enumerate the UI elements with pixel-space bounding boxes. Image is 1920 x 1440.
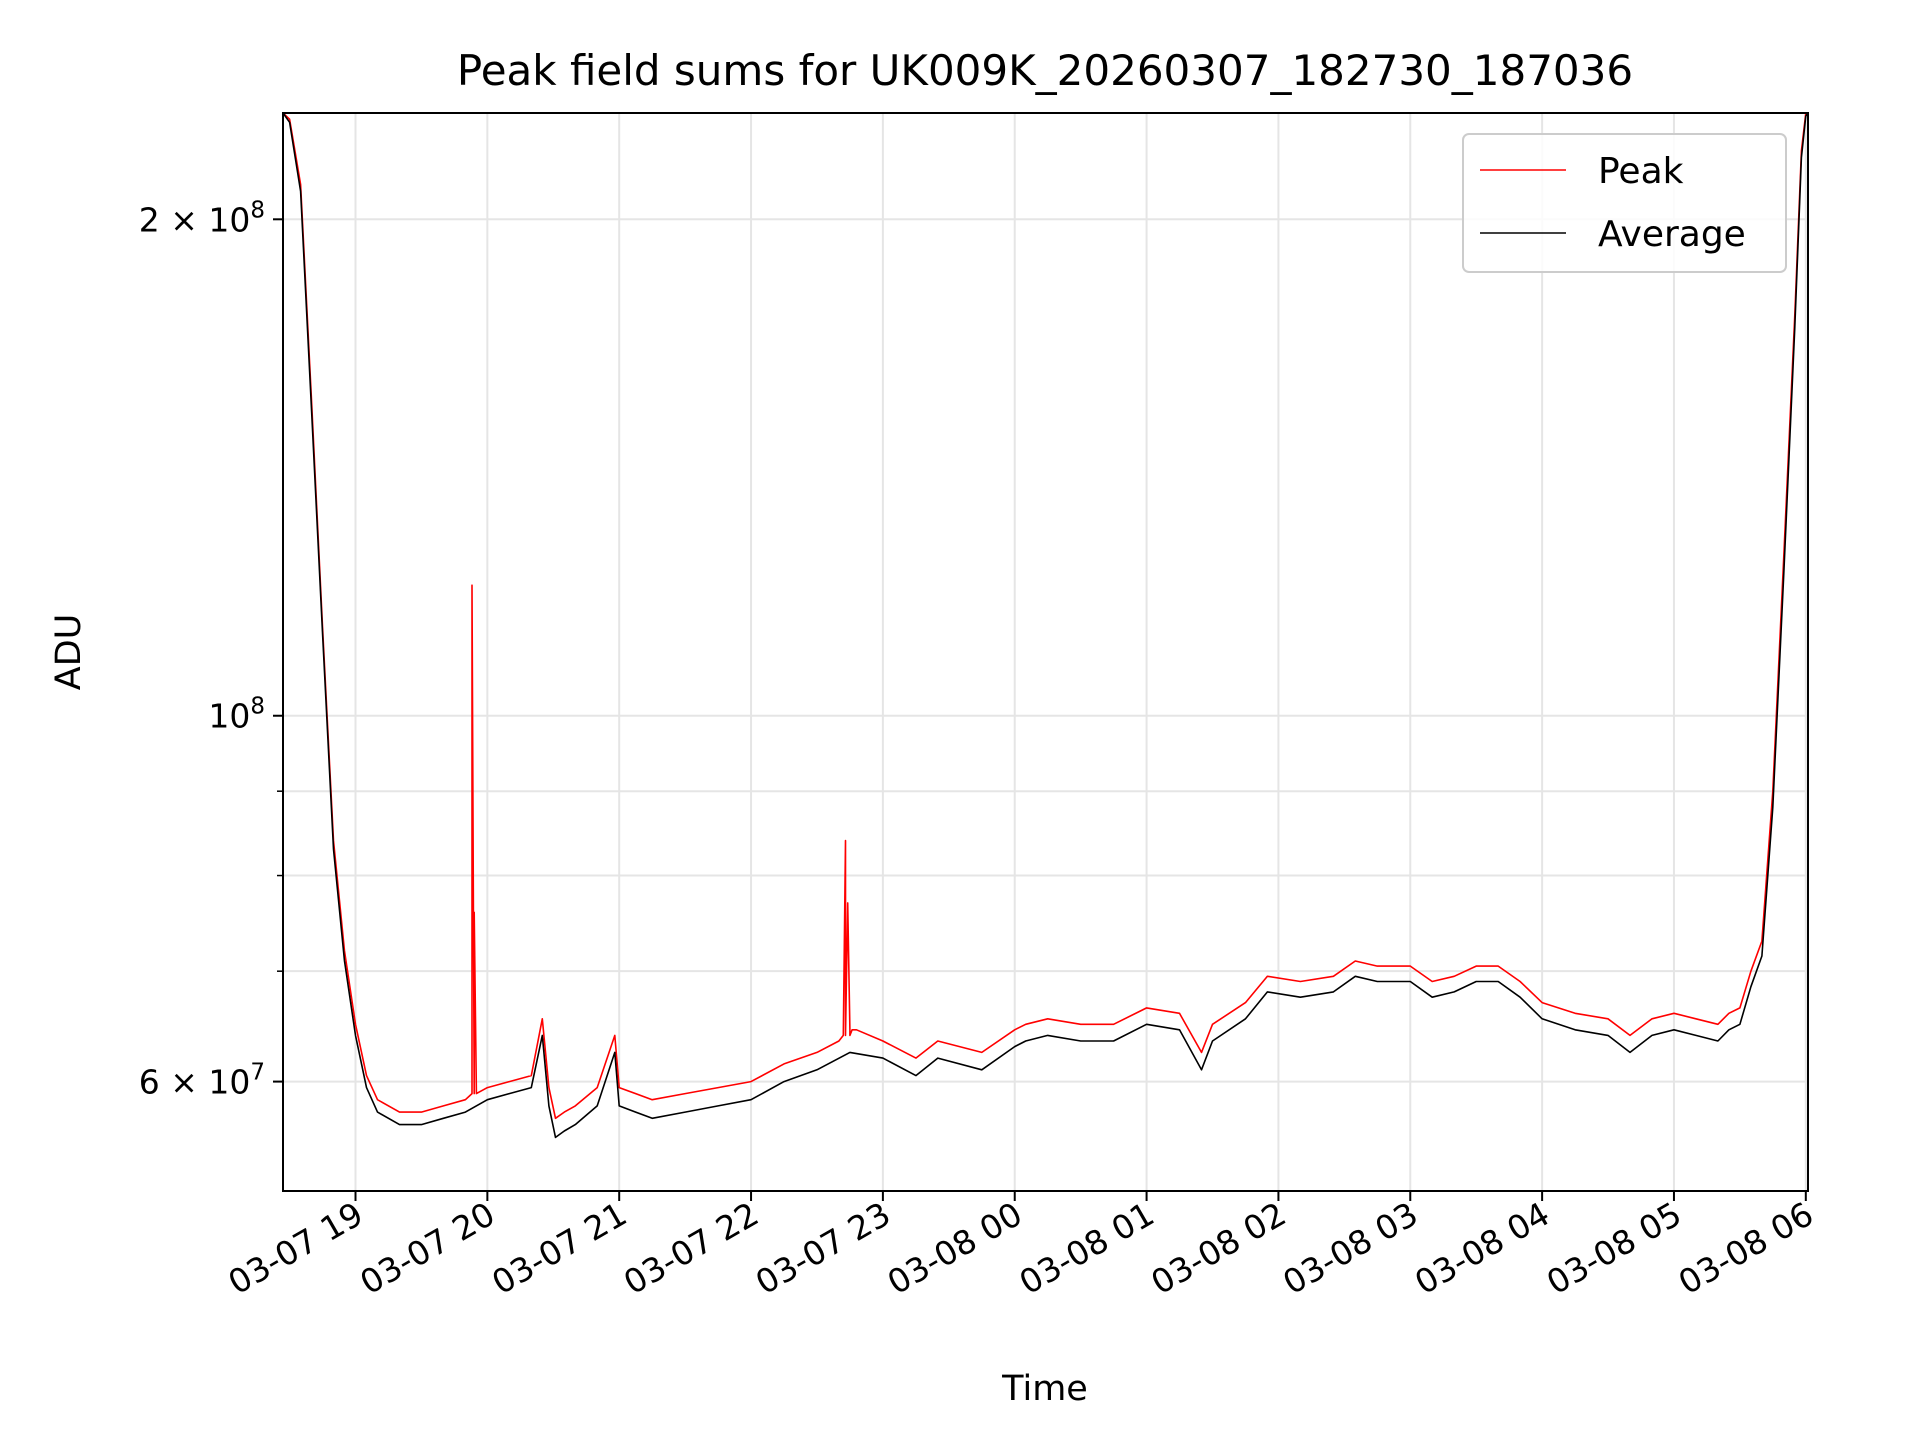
legend: Peak Average xyxy=(1462,133,1787,273)
legend-box xyxy=(1462,133,1787,273)
plot-area xyxy=(282,112,1809,1139)
legend-peak-label: Peak xyxy=(1598,151,1684,192)
series-line-peak xyxy=(282,112,1808,1120)
legend-average-label: Average xyxy=(1598,214,1746,255)
y-tick-label: 108 xyxy=(208,694,265,736)
y-axis-label: ADU xyxy=(49,614,89,691)
grid xyxy=(283,113,1808,1191)
y-tick-label: 6 × 107 xyxy=(139,1060,265,1102)
chart-title: Peak field sums for UK009K_20260307_1827… xyxy=(457,46,1633,95)
y-axis: 6 × 107 108 2 × 108 xyxy=(139,197,283,1102)
x-axis-label: Time xyxy=(1001,1369,1088,1409)
series-line-average xyxy=(282,112,1809,1139)
axes-frame xyxy=(282,112,1809,1192)
y-tick-label: 2 × 108 xyxy=(139,197,265,239)
